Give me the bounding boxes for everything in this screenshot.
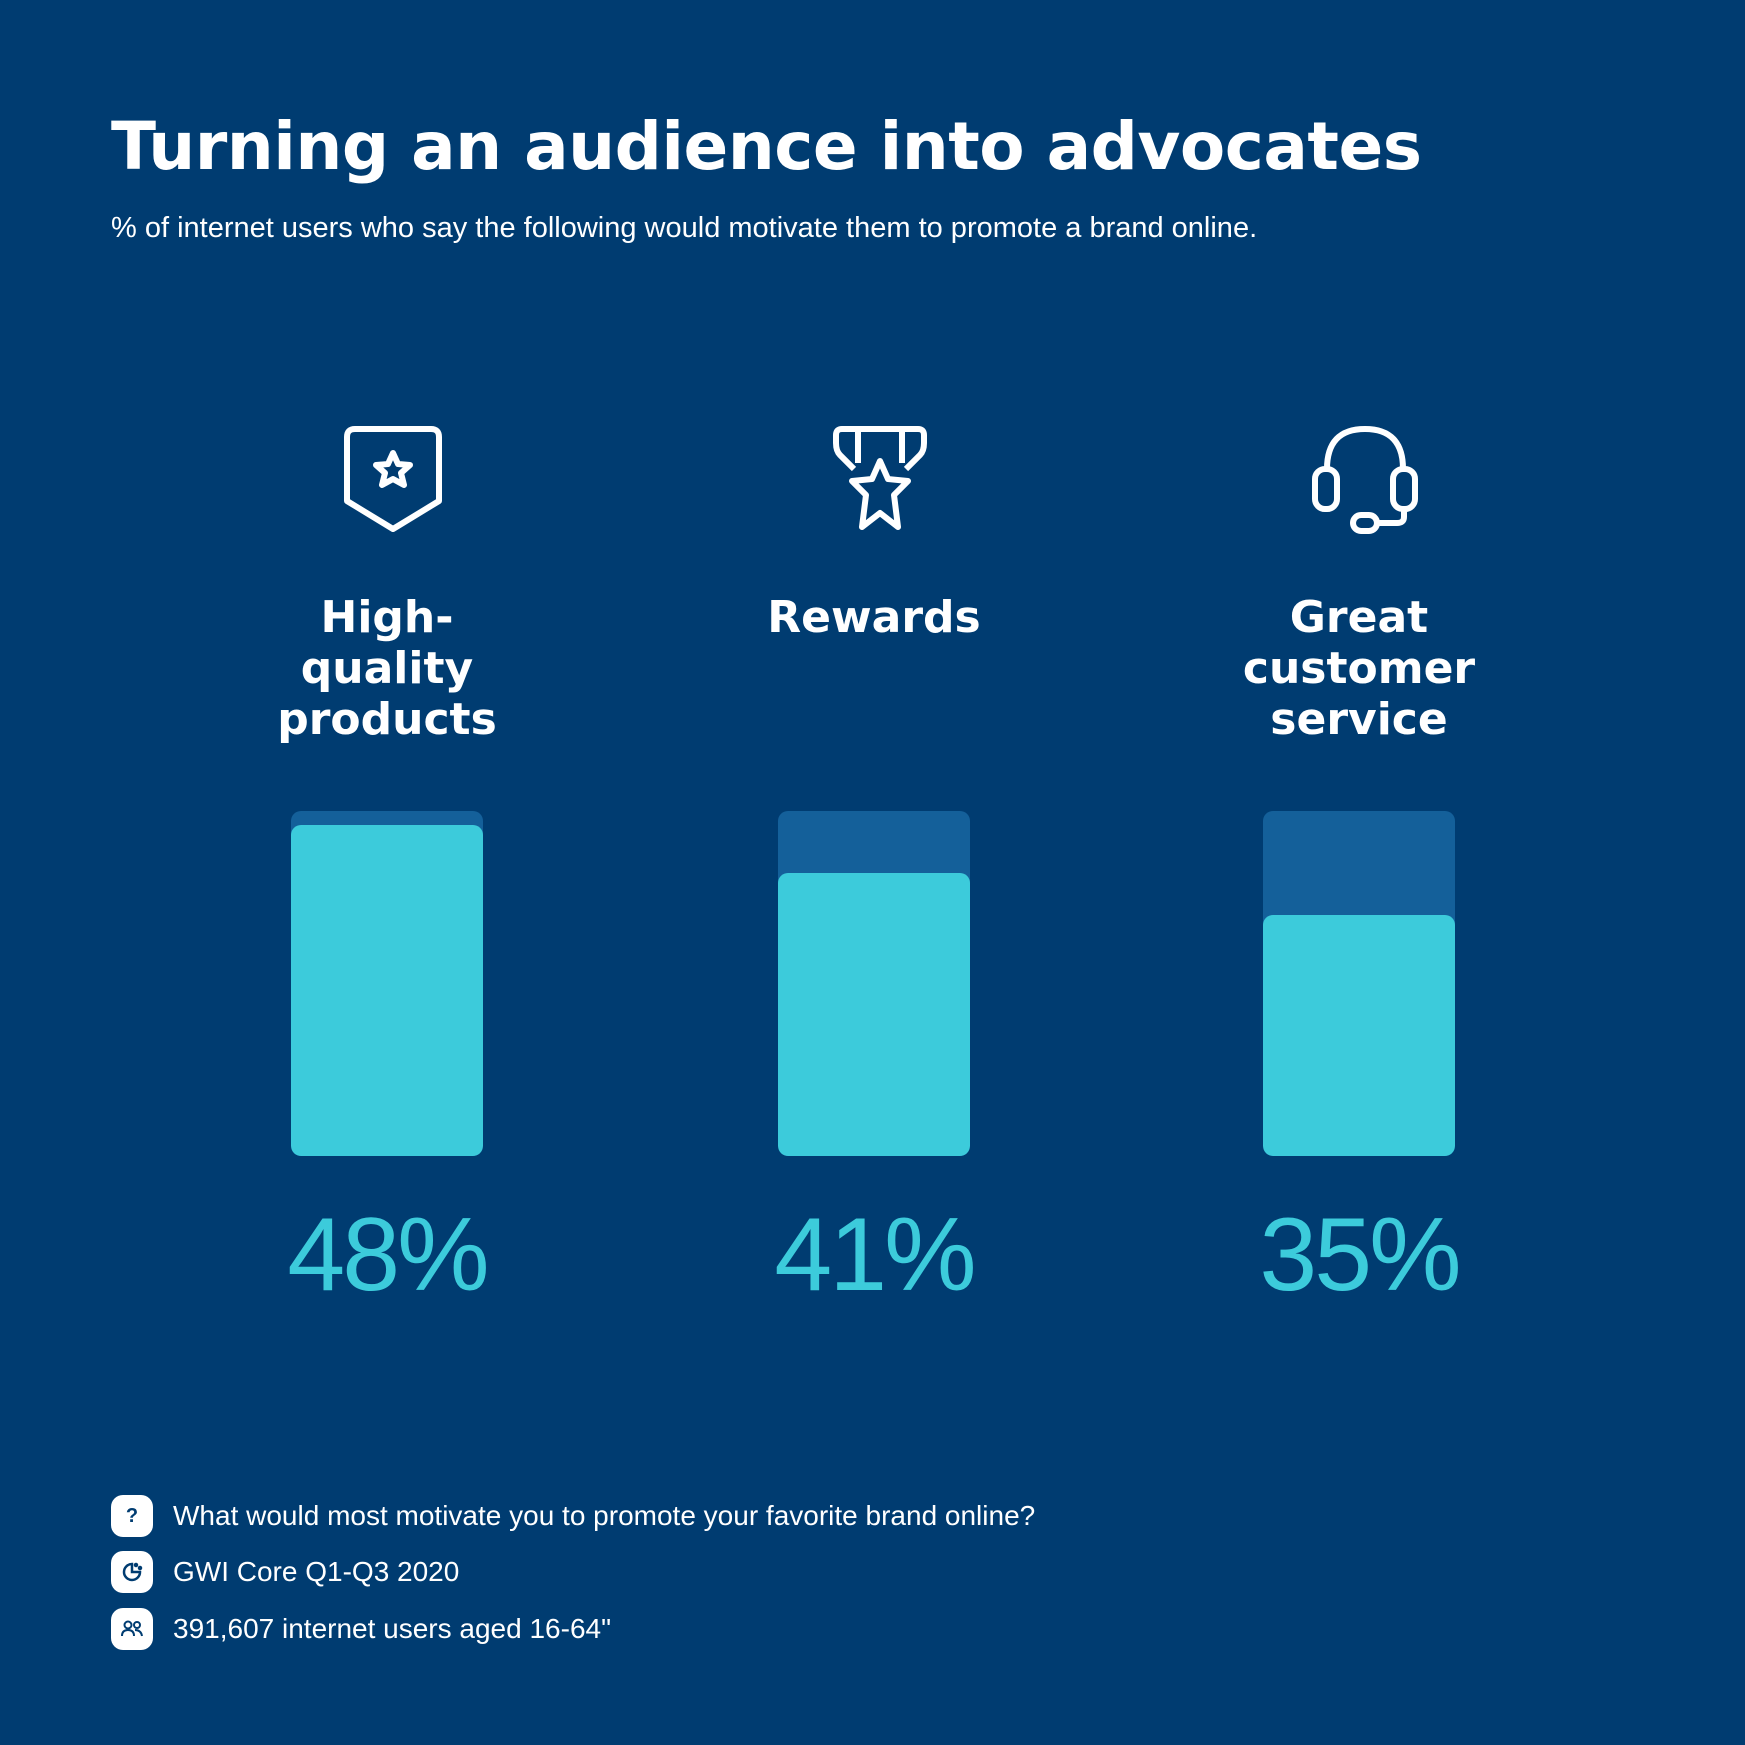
category-label: Great customer service	[1242, 592, 1476, 745]
data-source-icon	[111, 1551, 153, 1593]
users-icon	[111, 1608, 153, 1650]
chart-subtitle: % of internet users who say the followin…	[111, 212, 1258, 244]
footer-text: 391,607 internet users aged 16-64"	[173, 1613, 612, 1644]
footer-sample: 391,607 internet users aged 16-64"	[111, 1608, 611, 1650]
chart-title: Turning an audience into advocates	[111, 108, 1422, 185]
bar-fill	[778, 873, 970, 1156]
bar-fill	[1263, 914, 1455, 1156]
bar-track	[778, 811, 970, 1156]
footer-text: GWI Core Q1-Q3 2020	[173, 1556, 460, 1587]
medal-star-icon	[833, 426, 927, 530]
bar-track	[291, 811, 483, 1156]
value-label: 35%	[1259, 1197, 1461, 1313]
value-label: 41%	[774, 1197, 976, 1313]
footer-question: ? What would most motivate you to promot…	[111, 1495, 1035, 1537]
footer-source: GWI Core Q1-Q3 2020	[111, 1551, 459, 1593]
category-label: High-quality products	[277, 592, 497, 745]
bar-fill	[291, 824, 483, 1156]
footer-text: What would most motivate you to promote …	[173, 1500, 1036, 1531]
shield-star-icon	[344, 426, 442, 532]
value-label: 48%	[287, 1197, 489, 1313]
category-label: Rewards	[767, 592, 981, 643]
question-icon: ?	[111, 1495, 153, 1537]
headset-icon	[1312, 426, 1418, 534]
bar-track	[1263, 811, 1455, 1156]
